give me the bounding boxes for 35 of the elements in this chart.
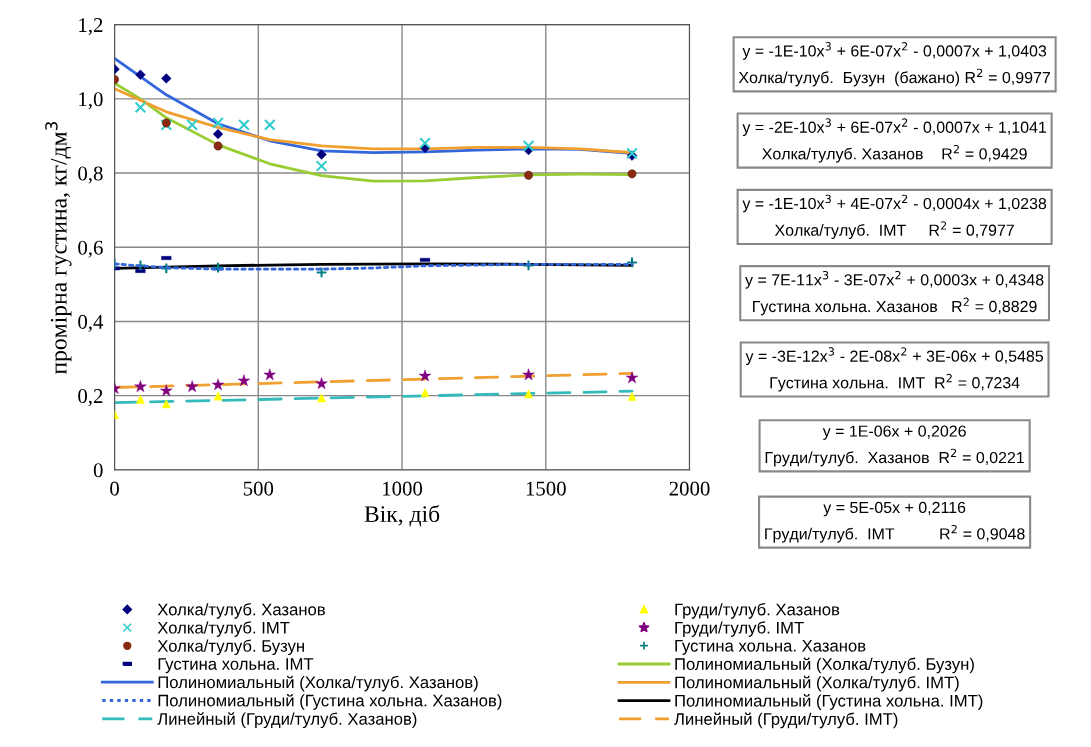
x-tick-label: 1500 — [526, 481, 566, 496]
legend-label: Полиномиальный (Холка/тулуб. Бузун) — [675, 657, 974, 674]
legend-label: Холка/тулуб. Хазанов — [157, 603, 325, 619]
legend-label: Густина хольна. Хазанов — [675, 640, 866, 655]
text: y = 7E-11x$^{3}$ - 3E-07x$^{2}$ + 0,0003x + 0,4348 Густина хольна. Хазанов R$^{2}$ = 0,8829 — [745, 270, 1044, 316]
y-tick-label: 0,4 — [78, 314, 104, 332]
text: y = 1E-06x + 0,2026 Груди/тулуб. Хазанов R$^{2}$ = 0,0221 — [765, 425, 1024, 467]
y-tick-label: 1,0 — [79, 92, 103, 110]
x-axis-title: Вік, діб — [364, 504, 440, 527]
y-tick-label: 0,6 — [78, 240, 103, 258]
y-axis-title: промірна густина, кг/дм$^{3}$ — [45, 122, 72, 375]
y-tick-label: 0 — [93, 463, 103, 478]
legend-label: Линейный (Груди/тулуб. IMT) — [674, 712, 898, 729]
y-tick-label: 0,8 — [78, 166, 103, 184]
text: y = -1E-10x$^{3}$ + 6E-07x$^{2}$ - 0,0007x + 1,0403 Холка/тулуб. Бузун (бажано) R$^{2}$ = 0,9977 — [738, 42, 1050, 87]
y-tick-label: 0,2 — [78, 389, 103, 407]
x-tick-label: 500 — [243, 481, 274, 496]
legend-label: Груди/тулуб. IMT — [675, 621, 804, 637]
legend-label: Полиномиальный (Холка/тулуб. Хазанов) — [158, 675, 478, 692]
legend-label: Холка/тулуб. IMT — [157, 621, 290, 637]
legend-label: Полиномиальный (Густина хольна. IMT) — [675, 694, 983, 710]
legend-label: Холка/тулуб. Бузун — [157, 639, 304, 656]
legend-label: Линейный (Груди/тулуб. Хазанов) — [157, 712, 417, 729]
x-tick-label: 0 — [110, 481, 119, 496]
x-tick-label: 2000 — [669, 481, 710, 496]
y-tick-label: 1,2 — [79, 18, 103, 36]
legend-label: Груди/тулуб. Хазанов — [675, 603, 840, 619]
text: y = -2E-10x$^{3}$ + 6E-07x$^{2}$ - 0,0007x + 1,1041 Холка/тулуб. Хазанов R$^{2}$ = 0,9429 — [742, 118, 1047, 163]
text: y = -3E-12x$^{3}$ - 2E-08x$^{2}$ + 3E-06x + 0,5485 Густина хольна. IMT R$^{2}$ = 0,7234 — [745, 347, 1044, 392]
legend-label: Густина хольна. IMT — [158, 658, 314, 674]
text: y = 5E-05x + 0,2116 Груди/тулуб. IMT R$^{2}$ = 0,9048 — [765, 501, 1025, 543]
x-tick-label: 1000 — [383, 481, 423, 496]
text: y = -1E-10x$^{3}$ + 4E-07x$^{2}$ - 0,0004x + 1,0238 Холка/тулуб. IMT R$^{2}$ = 0,7977 — [742, 194, 1047, 239]
legend-label: Полиномиальный (Густина хольна. Хазанов) — [158, 693, 502, 710]
legend-label: Полиномиальный (Холка/тулуб. IMT) — [675, 675, 959, 692]
